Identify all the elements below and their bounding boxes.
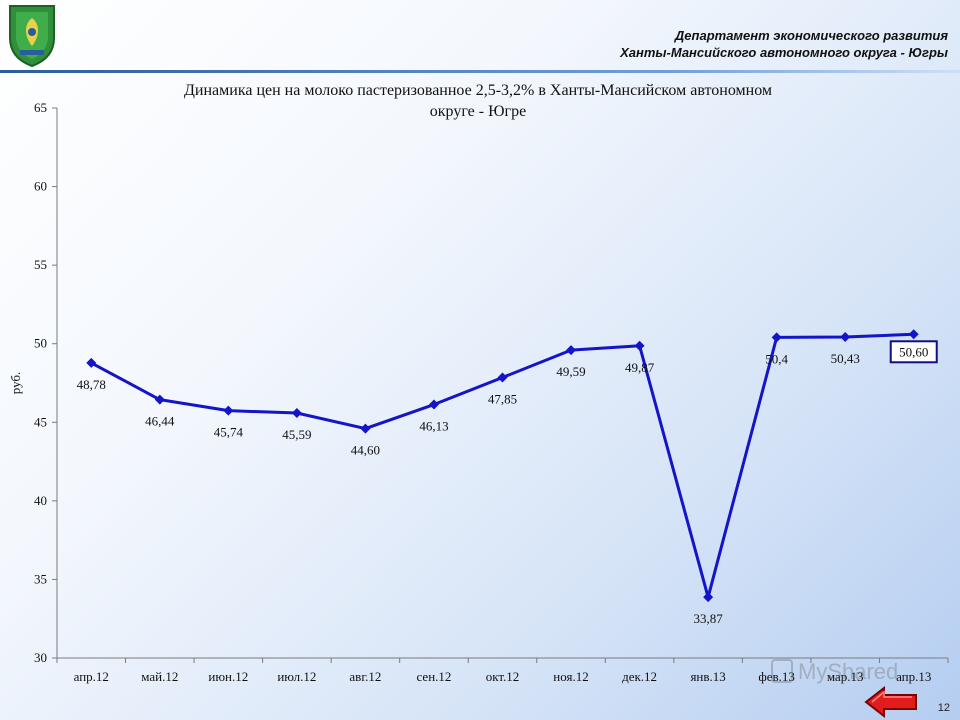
data-label: 49,59	[556, 364, 585, 379]
data-label: 33,87	[693, 611, 723, 626]
x-tick-label: авг.12	[349, 669, 381, 684]
data-point	[223, 405, 234, 416]
x-tick-label: мар.13	[827, 669, 864, 684]
data-label: 50,4	[765, 351, 788, 366]
chart-title-line-2: округе - Югре	[430, 103, 526, 120]
data-label: 45,74	[214, 425, 244, 440]
emblem-logo	[9, 5, 55, 68]
department-line-1: Департамент экономического развития	[674, 28, 948, 43]
x-tick-label: июн.12	[208, 669, 248, 684]
y-axis-label: руб.	[8, 372, 23, 395]
data-point	[908, 329, 919, 340]
data-point	[154, 394, 165, 405]
data-point	[634, 340, 645, 351]
chart-plot: 48,78 46,44 45,74 45,59 44,60 46,13 47,85 49,59…	[77, 329, 938, 626]
data-label: 46,13	[419, 419, 448, 434]
data-label-box	[889, 340, 938, 364]
x-tick-label: фев.13	[758, 669, 795, 684]
chart-title-line-1: Динамика цен на молоко пастеризованное 2…	[184, 82, 772, 99]
department-title: Департамент экономического развития Хант…	[348, 27, 948, 61]
department-line-2: Ханты-Мансийского автономного округа - Ю…	[620, 45, 948, 60]
data-point	[840, 331, 851, 342]
data-point	[291, 408, 302, 419]
data-point	[703, 592, 714, 603]
data-label: 50,43	[831, 351, 860, 366]
data-label: 44,60	[351, 443, 380, 458]
price-line-chart: Динамика цен на молоко пастеризованное 2…	[8, 82, 949, 684]
y-tick-label: 40	[34, 493, 47, 508]
y-tick-label: 50	[34, 336, 47, 351]
data-label: 47,85	[488, 392, 517, 407]
back-arrow-button[interactable]	[862, 686, 920, 718]
data-point	[497, 372, 508, 383]
data-point	[771, 332, 782, 343]
y-tick-label: 35	[34, 571, 47, 586]
x-tick-label: апр.13	[896, 669, 931, 684]
x-tick-label: янв.13	[690, 669, 725, 684]
data-point	[566, 345, 577, 356]
watermark-text: MyShared	[798, 659, 898, 684]
data-point	[360, 423, 371, 434]
watermark-logo: MyShared	[771, 659, 898, 684]
x-tick-label: ноя.12	[553, 669, 588, 684]
data-label: 50,60	[899, 344, 928, 359]
x-tick-label: окт.12	[486, 669, 520, 684]
x-tick-label: июл.12	[277, 669, 316, 684]
x-tick-label: май.12	[141, 669, 178, 684]
y-tick-label: 30	[34, 650, 47, 665]
chart-axes: 30 35 40 45 50 55 60 65 апр.12 май.12 июн.12 июл.12…	[8, 100, 949, 684]
data-label: 49,87	[625, 360, 655, 375]
y-tick-label: 45	[34, 414, 47, 429]
data-point	[428, 399, 439, 410]
y-tick-label: 55	[34, 257, 47, 272]
data-point	[86, 357, 97, 368]
data-label: 45,59	[282, 427, 311, 442]
x-tick-label: дек.12	[622, 669, 657, 684]
x-tick-label: сен.12	[417, 669, 452, 684]
page-number: 12	[937, 702, 950, 714]
data-label: 48,78	[77, 377, 106, 392]
header-divider	[0, 70, 960, 73]
x-tick-label: апр.12	[74, 669, 109, 684]
y-tick-label: 65	[34, 100, 47, 115]
y-tick-label: 60	[34, 179, 47, 194]
data-label: 46,44	[145, 414, 175, 429]
